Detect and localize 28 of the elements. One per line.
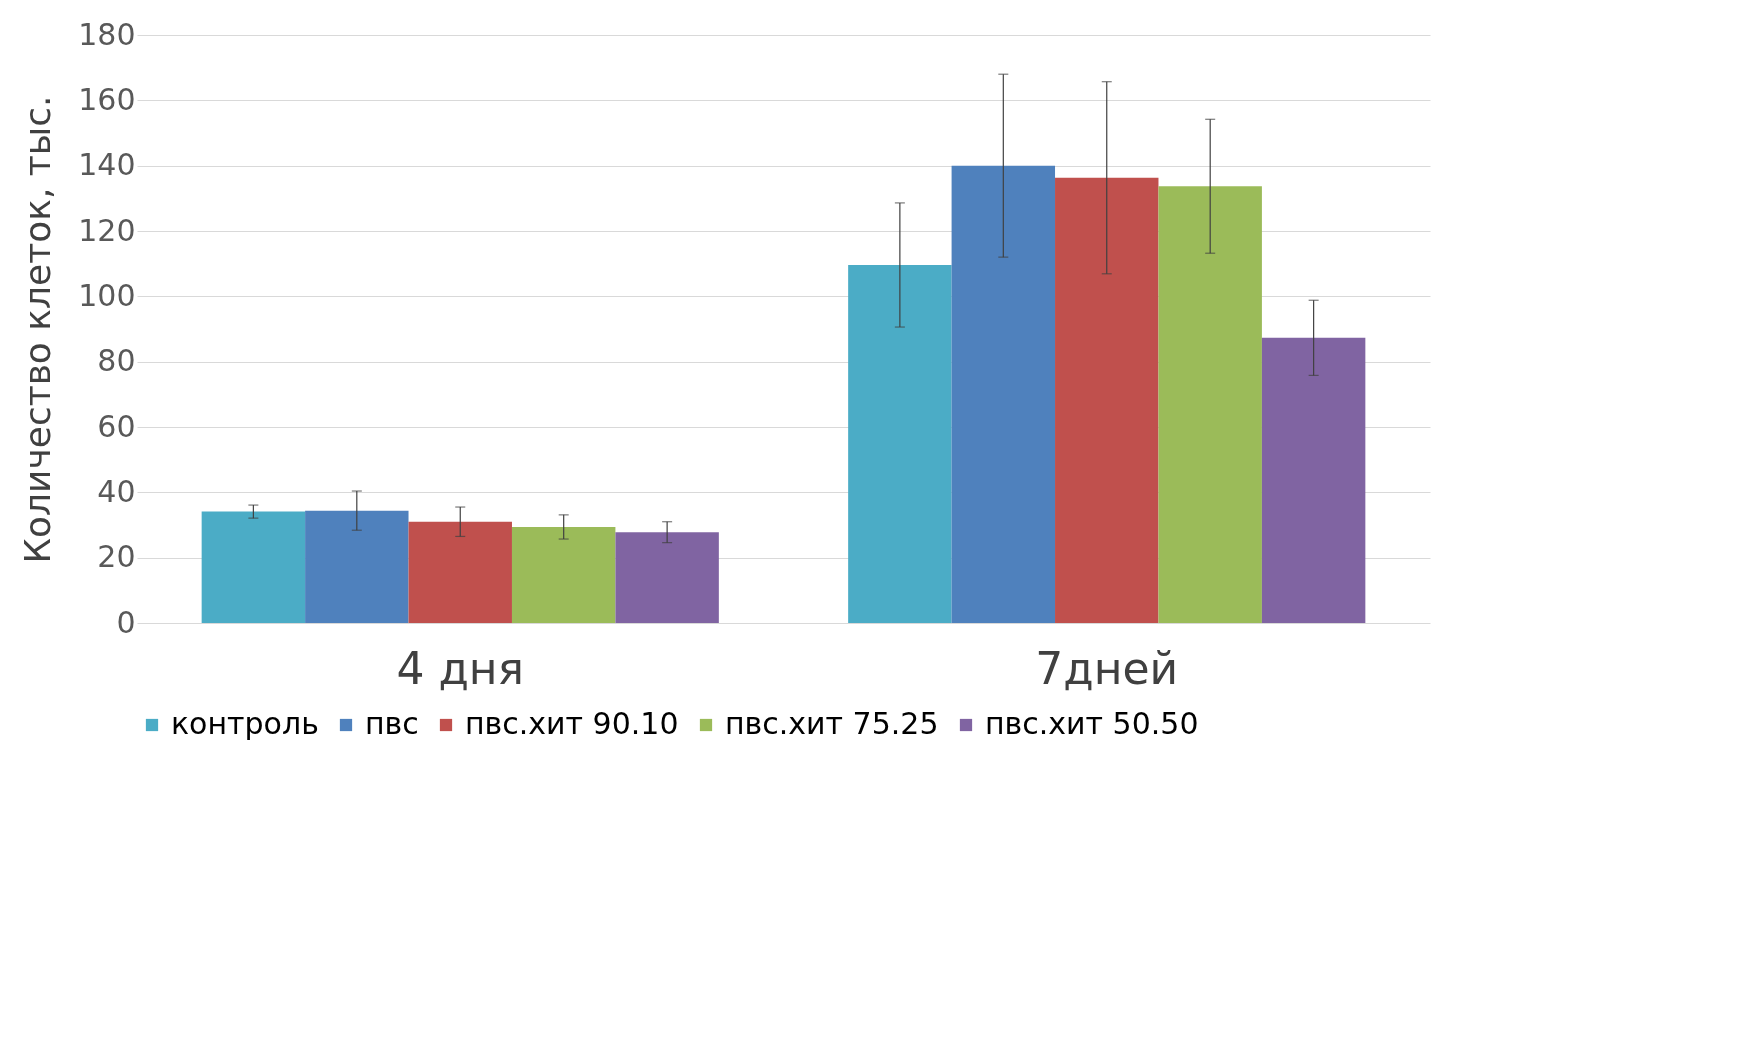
legend-label: контроль bbox=[171, 706, 319, 741]
bar bbox=[511, 526, 616, 623]
y-tick-label: 160 bbox=[78, 81, 136, 117]
y-tick-label: 140 bbox=[78, 147, 136, 183]
bar bbox=[615, 532, 719, 623]
bar bbox=[848, 264, 952, 623]
bar bbox=[201, 511, 306, 623]
y-tick-label: 100 bbox=[78, 277, 136, 313]
bar bbox=[408, 521, 512, 623]
bar bbox=[305, 510, 409, 623]
y-tick-label: 120 bbox=[78, 212, 136, 248]
y-tick-label: 20 bbox=[97, 539, 136, 575]
legend-label: пвс.хит 90.10 bbox=[465, 706, 679, 741]
x-tick-label: 7дней bbox=[1035, 642, 1179, 694]
legend-label: пвс bbox=[365, 706, 419, 741]
y-axis-title: Количество клеток, тыс. bbox=[17, 95, 59, 564]
bar bbox=[1158, 186, 1262, 623]
y-tick-label: 40 bbox=[97, 473, 136, 509]
bar bbox=[1261, 337, 1366, 623]
y-tick-label: 80 bbox=[97, 343, 136, 379]
x-tick-label: 4 дня bbox=[396, 642, 525, 694]
y-tick-label: 60 bbox=[97, 408, 136, 444]
y-tick-label: 0 bbox=[116, 604, 136, 640]
bar bbox=[1055, 177, 1159, 623]
y-tick-label: 180 bbox=[78, 16, 136, 52]
bar bbox=[951, 165, 1056, 623]
legend-label: пвс.хит 75.25 bbox=[725, 706, 939, 741]
legend-label: пвс.хит 50.50 bbox=[985, 706, 1199, 741]
